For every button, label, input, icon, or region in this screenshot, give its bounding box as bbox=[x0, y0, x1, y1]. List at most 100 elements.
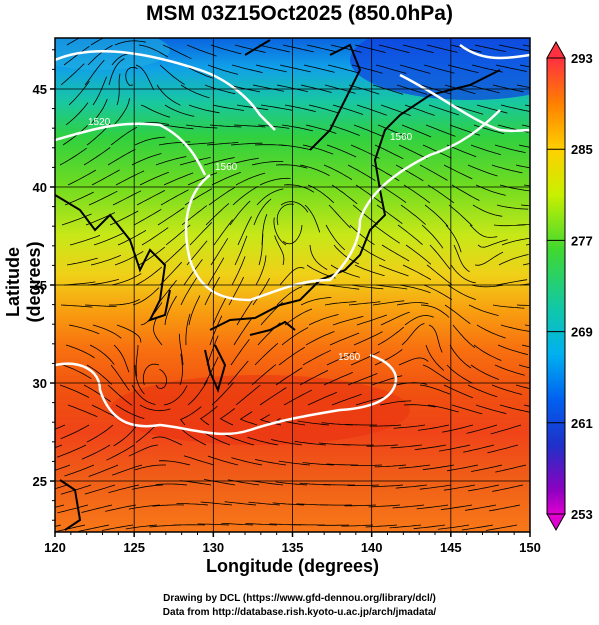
streamline bbox=[281, 124, 313, 132]
streamline bbox=[209, 315, 223, 346]
streamline bbox=[131, 153, 162, 166]
streamline bbox=[492, 484, 524, 492]
streamline bbox=[422, 364, 451, 382]
streamline bbox=[307, 391, 337, 406]
streamline bbox=[78, 524, 110, 532]
streamline bbox=[257, 124, 290, 129]
streamline bbox=[248, 501, 281, 506]
streamline bbox=[348, 84, 380, 95]
streamline bbox=[109, 210, 139, 226]
streamline bbox=[420, 304, 450, 318]
streamline bbox=[437, 524, 470, 530]
colorbar-tick-label: 277 bbox=[571, 233, 593, 248]
streamline bbox=[304, 204, 321, 233]
height-contours bbox=[55, 43, 530, 436]
streamline bbox=[92, 324, 122, 339]
streamline bbox=[492, 304, 525, 309]
streamline bbox=[398, 464, 431, 469]
streamline bbox=[452, 324, 476, 349]
streamline bbox=[106, 444, 135, 461]
x-axis-label: Longitude (degrees) bbox=[205, 556, 379, 576]
streamline bbox=[276, 203, 294, 226]
streamline bbox=[330, 264, 360, 278]
streamline bbox=[256, 188, 284, 206]
streamline bbox=[239, 411, 258, 426]
temperature-field bbox=[55, 38, 530, 532]
streamline bbox=[61, 213, 92, 226]
streamline bbox=[110, 126, 138, 146]
streamline bbox=[515, 384, 530, 390]
streamline bbox=[421, 224, 444, 249]
streamline bbox=[66, 38, 80, 46]
streamline bbox=[464, 504, 497, 511]
streamline bbox=[381, 244, 410, 262]
streamline bbox=[413, 524, 446, 530]
streamline bbox=[229, 200, 251, 226]
streamline bbox=[211, 382, 235, 406]
streamline bbox=[87, 278, 120, 286]
streamline bbox=[212, 104, 245, 111]
streamline bbox=[179, 353, 183, 386]
x-tick-label: 150 bbox=[519, 540, 541, 555]
streamline bbox=[401, 124, 432, 138]
streamline bbox=[179, 427, 207, 446]
streamline bbox=[487, 444, 519, 454]
x-tick-label: 145 bbox=[440, 540, 462, 555]
streamline bbox=[134, 464, 166, 471]
streamline bbox=[308, 104, 340, 114]
streamline bbox=[352, 204, 378, 226]
streamline bbox=[163, 172, 194, 186]
streamline bbox=[515, 164, 530, 169]
streamline bbox=[404, 315, 434, 326]
streamline bbox=[136, 190, 166, 206]
streamline bbox=[114, 40, 146, 46]
streamline bbox=[380, 311, 410, 326]
streamline bbox=[251, 480, 284, 486]
streamline bbox=[485, 524, 518, 531]
streamline bbox=[427, 184, 455, 204]
streamline bbox=[498, 254, 529, 266]
streamline bbox=[203, 157, 235, 166]
streamline bbox=[427, 404, 459, 413]
streamline bbox=[489, 504, 521, 512]
x-tick-label: 120 bbox=[44, 540, 66, 555]
streamline bbox=[327, 64, 359, 74]
streamline bbox=[419, 384, 451, 395]
streamline bbox=[374, 464, 407, 468]
streamline bbox=[449, 344, 472, 369]
streamline bbox=[442, 424, 474, 433]
streamline bbox=[112, 464, 143, 476]
map-title: MSM 03Z15Oct2025 (850.0hPa) bbox=[146, 2, 453, 25]
streamline bbox=[135, 344, 139, 377]
streamline bbox=[423, 64, 455, 74]
streamline bbox=[282, 44, 314, 53]
streamline bbox=[60, 484, 92, 495]
streamline bbox=[281, 327, 309, 346]
streamline bbox=[182, 142, 215, 146]
y-axis-label: Latitude (degrees) bbox=[3, 241, 44, 323]
streamline bbox=[55, 444, 63, 449]
streamline bbox=[283, 184, 315, 193]
streamline bbox=[280, 201, 309, 213]
streamline bbox=[452, 104, 484, 115]
streamline bbox=[299, 164, 330, 176]
x-tick-label: 135 bbox=[282, 540, 304, 555]
streamline bbox=[347, 164, 376, 181]
streamline bbox=[201, 430, 231, 446]
streamline bbox=[62, 364, 92, 380]
streamline bbox=[374, 349, 403, 366]
streamline bbox=[426, 264, 452, 285]
streamline bbox=[422, 464, 455, 471]
streamline bbox=[308, 314, 339, 326]
streamline bbox=[212, 296, 227, 326]
streamline bbox=[180, 277, 198, 306]
streamline bbox=[65, 102, 89, 126]
streamline bbox=[448, 204, 473, 227]
streamline bbox=[132, 287, 160, 306]
streamline bbox=[401, 323, 425, 346]
streamline bbox=[395, 164, 424, 182]
streamline bbox=[449, 124, 480, 136]
contour-label: 1560 bbox=[215, 162, 238, 173]
colorbar: 293 285 277 269 261 253 bbox=[546, 40, 593, 532]
